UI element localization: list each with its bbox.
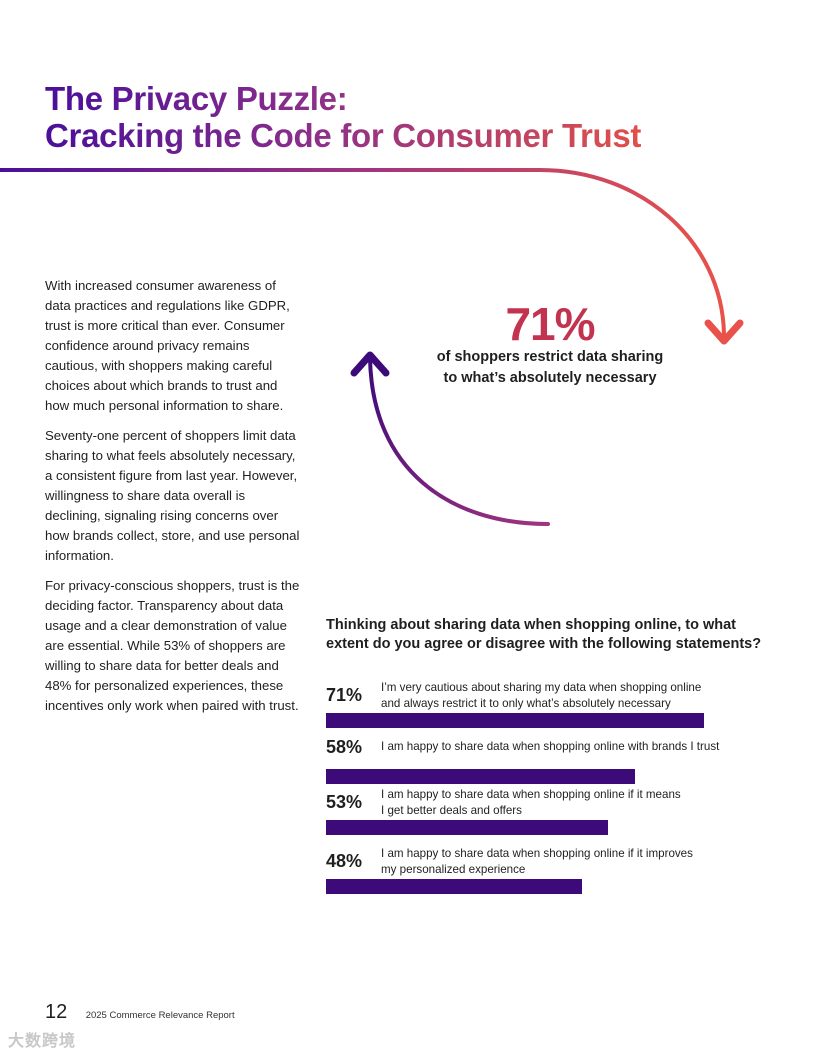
callout-caption-line-2: to what’s absolutely necessary	[443, 370, 657, 386]
bar	[326, 879, 582, 894]
callout-caption: of shoppers restrict data sharing to wha…	[420, 347, 680, 389]
body-paragraph-3: For privacy-conscious shoppers, trust is…	[45, 578, 300, 713]
page-number: 12	[45, 1001, 68, 1023]
bar-value-label: 71%	[326, 685, 363, 705]
callout-value: 71%	[505, 298, 595, 350]
watermark-logo: 大数跨境	[8, 1033, 77, 1050]
up-arrow-head	[350, 351, 390, 377]
report-name: 2025 Commerce Relevance Report	[85, 1010, 235, 1021]
bar	[326, 713, 704, 728]
bar	[326, 769, 635, 784]
top-arrow-line	[0, 168, 726, 336]
down-arrow-head	[704, 319, 744, 345]
footer: 12 2025 Commerce Relevance Report	[45, 1000, 235, 1024]
bar-value-label: 53%	[326, 792, 363, 812]
body-paragraph-1: With increased consumer awareness of dat…	[45, 278, 290, 413]
bar-category-label: I’m very cautious about sharing my data …	[381, 681, 702, 710]
bottom-arrow-arc	[368, 356, 550, 526]
bar-value-label: 58%	[326, 737, 363, 757]
body-paragraph-2: Seventy-one percent of shoppers limit da…	[45, 428, 300, 563]
survey-question: Thinking about sharing data when shoppin…	[326, 616, 786, 654]
callout-caption-line-1: of shoppers restrict data sharing	[436, 349, 664, 365]
body-text: With increased consumer awareness of dat…	[45, 276, 300, 726]
bar	[326, 820, 608, 835]
bar-category-label: I am happy to share data when shopping o…	[381, 740, 720, 753]
decorative-arrows	[0, 168, 744, 526]
survey-question-line-1: Thinking about sharing data when shoppin…	[326, 617, 737, 633]
bar-category-label: I am happy to share data when shopping o…	[381, 788, 681, 817]
bar-category-label: I am happy to share data when shopping o…	[381, 847, 693, 876]
bar-value-label: 48%	[326, 851, 363, 871]
survey-question-line-2: extent do you agree or disagree with the…	[326, 636, 762, 652]
